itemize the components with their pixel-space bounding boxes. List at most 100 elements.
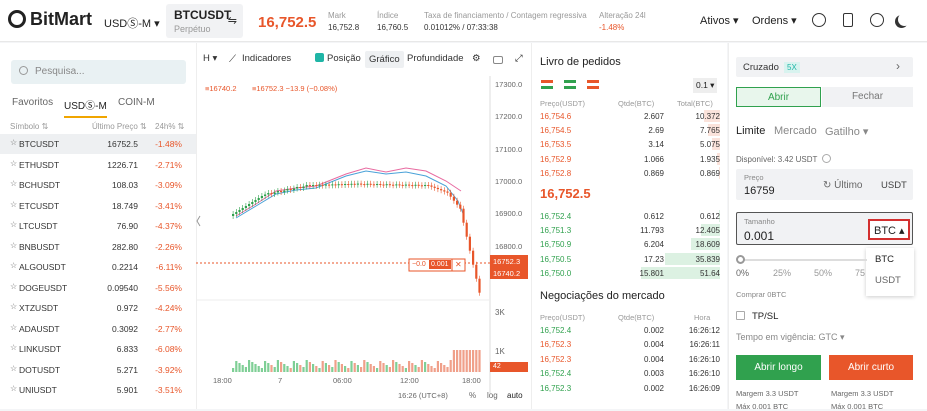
volume-bar xyxy=(459,350,462,372)
pct-25[interactable]: 25% xyxy=(773,268,792,278)
document-icon[interactable] xyxy=(843,13,853,27)
precision-select[interactable]: 0.1 ▾ xyxy=(693,78,718,93)
symbol-selector[interactable]: BTCUSDT Perpétuo ⇋ xyxy=(166,4,243,38)
log-toggle[interactable]: log xyxy=(487,391,498,400)
position-toggle[interactable]: Posição xyxy=(315,53,361,64)
market-row[interactable]: BNBUSDT 282.80 -2.26% ☆ xyxy=(0,237,196,257)
time-in-force[interactable]: Tempo em vigência: GTC ▾ xyxy=(736,332,845,342)
auto-toggle[interactable]: auto xyxy=(507,391,523,400)
volume-bar xyxy=(347,368,350,372)
market-row[interactable]: BCHUSDT 108.03 -3.09% ☆ xyxy=(0,175,196,195)
star-icon[interactable]: ☆ xyxy=(10,240,18,250)
search-input[interactable]: Pesquisa... xyxy=(11,60,186,84)
candlestick-chart[interactable] xyxy=(196,76,531,394)
stat-label: Mark xyxy=(328,11,346,20)
star-icon[interactable]: ☆ xyxy=(10,363,18,373)
market-row[interactable]: ALGOUSDT 0.2214 -6.11% ☆ xyxy=(0,257,196,277)
camera-icon[interactable] xyxy=(493,56,503,64)
view-asks-icon[interactable] xyxy=(587,80,599,89)
market-row[interactable]: DOTUSDT 5.271 -3.92% ☆ xyxy=(0,360,196,380)
close-position-icon[interactable]: ✕ xyxy=(455,260,462,269)
open-long-button[interactable]: Abrir longo xyxy=(736,355,821,380)
market-row[interactable]: ETHUSDT 1226.71 -2.71% ☆ xyxy=(0,155,196,175)
globe-icon[interactable] xyxy=(870,13,884,27)
market-row[interactable]: BTCUSDT 16752.5 -1.48% ☆ xyxy=(0,134,196,154)
indicators-button[interactable]: Indicadores xyxy=(242,53,292,64)
order-type-market[interactable]: Mercado xyxy=(774,125,817,137)
margin-mode-selector[interactable] xyxy=(736,57,913,77)
orderbook-row[interactable]: 16,753.5 3.14 5.075 xyxy=(531,137,727,151)
market-selector[interactable]: USDⓈ-M ▾ xyxy=(104,18,160,30)
star-icon[interactable]: ☆ xyxy=(10,158,18,168)
star-icon[interactable]: ☆ xyxy=(10,322,18,332)
volume-bar xyxy=(408,361,411,372)
star-icon[interactable]: ☆ xyxy=(10,343,18,352)
close-tab[interactable]: Fechar xyxy=(822,87,913,107)
market-row[interactable]: DOGEUSDT 0.09540 -5.56% ☆ xyxy=(0,278,196,298)
view-bids-icon[interactable] xyxy=(564,80,576,89)
slider-handle[interactable] xyxy=(736,255,745,264)
nav-orders[interactable]: Ordens ▾ xyxy=(752,15,797,27)
unit-option-btc[interactable]: BTC xyxy=(875,254,894,265)
order-type-trigger[interactable]: Gatilho ▾ xyxy=(825,126,869,138)
market-change: -4.37% xyxy=(155,221,182,231)
tab-depth[interactable]: Profundidade xyxy=(407,53,464,64)
orderbook-row[interactable]: 16,750.5 17.23 35.839 xyxy=(531,252,727,266)
fullscreen-icon[interactable]: ⤢ xyxy=(515,53,523,64)
pct-0[interactable]: 0% xyxy=(736,268,750,278)
price-input[interactable] xyxy=(736,169,913,200)
time-tick: 18:00 xyxy=(462,376,481,385)
star-icon[interactable]: ☆ xyxy=(10,138,18,147)
size-unit-dropdown[interactable]: BTC ▴ xyxy=(868,219,910,240)
star-icon[interactable]: ☆ xyxy=(10,179,18,188)
percent-toggle[interactable]: % xyxy=(469,391,477,400)
transfer-icon[interactable] xyxy=(822,154,831,163)
volume-bar xyxy=(331,367,334,372)
col-last-price[interactable]: Último Preço ⇅ xyxy=(92,122,147,131)
last-price-button[interactable]: ↻ Último xyxy=(823,180,863,191)
market-row[interactable]: UNIUSDT 5.901 -3.51% ☆ xyxy=(0,380,196,400)
star-icon[interactable]: ☆ xyxy=(10,281,18,291)
star-icon[interactable]: ☆ xyxy=(10,384,18,393)
size-slider[interactable] xyxy=(742,259,867,261)
orderbook-row[interactable]: 16,752.9 1.066 1.935 xyxy=(531,152,727,166)
col-symbol[interactable]: Símbolo ⇅ xyxy=(10,122,49,131)
orderbook-row[interactable]: 16,754.6 2.607 10.372 xyxy=(531,109,727,123)
orderbook-row[interactable]: 16,754.5 2.69 7.765 xyxy=(531,123,727,137)
tab-chart[interactable]: Gráfico xyxy=(365,51,404,68)
tab-favorites[interactable]: Favoritos xyxy=(12,97,54,108)
open-tab[interactable]: Abrir xyxy=(736,87,821,107)
theme-moon-icon[interactable] xyxy=(898,13,911,26)
orderbook-row[interactable]: 16,752.8 0.869 0.869 xyxy=(531,166,727,180)
nav-assets[interactable]: Ativos ▾ xyxy=(700,15,739,27)
star-icon[interactable]: ☆ xyxy=(10,220,18,229)
market-row[interactable]: XTZUSDT 0.972 -4.24% ☆ xyxy=(0,298,196,318)
size-label: Tamanho xyxy=(744,217,775,226)
market-row[interactable]: LTCUSDT 76.90 -4.37% ☆ xyxy=(0,216,196,236)
star-icon[interactable]: ☆ xyxy=(10,199,18,209)
pct-75[interactable]: 75 xyxy=(855,268,866,278)
bitmart-logo[interactable]: BitMart xyxy=(8,9,92,30)
order-type-limit[interactable]: Limite xyxy=(736,125,766,137)
orderbook-row[interactable]: 16,750.9 6.204 18.609 xyxy=(531,237,727,251)
swap-icon[interactable]: ⇋ xyxy=(227,15,237,27)
tab-usdm[interactable]: USDⓈ-M xyxy=(64,97,107,118)
orderbook-row[interactable]: 16,752.4 0.612 0.612 xyxy=(531,209,727,223)
open-short-button[interactable]: Abrir curto xyxy=(829,355,913,380)
view-both-icon[interactable] xyxy=(541,80,553,89)
star-icon[interactable]: ☆ xyxy=(10,261,18,270)
orderbook-row[interactable]: 16,751.3 11.793 12.405 xyxy=(531,223,727,237)
unit-option-usdt[interactable]: USDT xyxy=(875,275,901,286)
interval-selector[interactable]: H ▾ xyxy=(203,53,218,64)
star-icon[interactable]: ☆ xyxy=(10,302,18,311)
tab-coinm[interactable]: COIN-M xyxy=(118,97,155,108)
orderbook-row[interactable]: 16,750.0 15.801 51.64 xyxy=(531,266,727,280)
market-row[interactable]: ETCUSDT 18.749 -3.41% ☆ xyxy=(0,196,196,216)
pct-50[interactable]: 50% xyxy=(814,268,833,278)
market-row[interactable]: ADAUSDT 0.3092 -2.77% ☆ xyxy=(0,319,196,339)
support-icon[interactable] xyxy=(812,13,826,27)
settings-icon[interactable]: ⚙ xyxy=(472,53,481,64)
tpsl-checkbox[interactable] xyxy=(736,311,745,320)
market-row[interactable]: LINKUSDT 6.833 -6.08% ☆ xyxy=(0,339,196,359)
col-24h[interactable]: 24h% ⇅ xyxy=(155,122,185,131)
